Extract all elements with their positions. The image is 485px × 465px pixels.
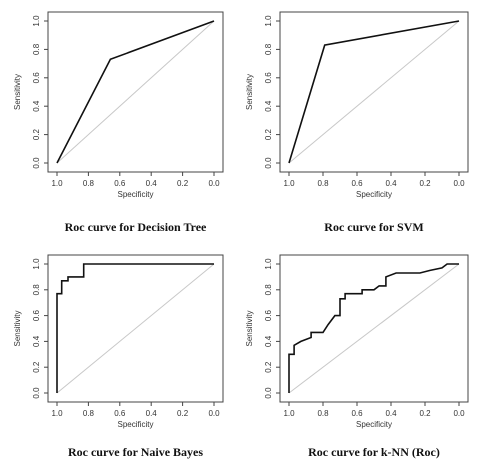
y-tick-label: 0.8: [264, 43, 273, 55]
y-tick-label: 0.6: [32, 309, 41, 321]
x-tick-label: 0.4: [146, 409, 158, 418]
y-tick-label: 0.2: [264, 128, 273, 140]
x-tick-label: 0.6: [114, 409, 126, 418]
reference-diagonal: [56, 20, 215, 164]
y-tick-label: 0.8: [32, 284, 41, 296]
y-axis-label: Sensitivity: [13, 74, 22, 110]
roc-curve-line: [288, 263, 459, 393]
plot-frame: [47, 254, 224, 403]
y-tick-label: 0.6: [32, 72, 41, 84]
y-tick-label: 0.4: [264, 335, 273, 347]
y-tick-label: 1.0: [32, 15, 41, 27]
x-axis-label: Specificity: [117, 420, 153, 429]
plot-frame: [47, 11, 224, 173]
x-axis-label: Specificity: [356, 190, 392, 199]
y-tick-label: 1.0: [32, 258, 41, 270]
y-axis-label: Sensitivity: [13, 310, 22, 346]
x-tick-label: 0.6: [351, 179, 363, 188]
chart-caption: Roc curve for Naive Bayes: [68, 445, 203, 459]
y-tick-label: 0.6: [264, 309, 273, 321]
x-tick-label: 0.6: [351, 409, 363, 418]
x-tick-label: 1.0: [51, 409, 63, 418]
roc-panel-svm: 1.0 0.8 0.6 0.4 0.2 0.0 0.0 0.2 0.4 0.6 0.8 1.0 Spec…: [245, 11, 469, 234]
x-tick-label: 0.6: [114, 179, 126, 188]
x-tick-label: 0.0: [453, 179, 465, 188]
reference-diagonal: [288, 263, 460, 394]
x-tick-label: 0.0: [208, 179, 220, 188]
y-tick-label: 0.2: [32, 361, 41, 373]
x-axis-label: Specificity: [117, 190, 153, 199]
x-tick-label: 0.4: [385, 179, 397, 188]
y-tick-label: 0.2: [264, 361, 273, 373]
y-axis-label: Sensitivity: [245, 74, 254, 110]
x-tick-label: 0.2: [419, 179, 431, 188]
x-tick-label: 0.0: [208, 409, 220, 418]
x-tick-label: 0.4: [385, 409, 397, 418]
y-tick-label: 0.4: [32, 100, 41, 112]
y-tick-label: 0.6: [264, 72, 273, 84]
chart-caption: Roc curve for SVM: [324, 220, 423, 234]
reference-diagonal: [288, 20, 460, 164]
y-tick-label: 0.4: [264, 100, 273, 112]
roc-panel-decision-tree: 1.0 0.8 0.6 0.4 0.2 0.0 0.0 0.2 0.4 0.6 0.8 1.0 Spec…: [13, 11, 224, 234]
roc-curve-line: [56, 20, 215, 164]
y-tick-label: 0.8: [264, 284, 273, 296]
plot-frame: [279, 11, 469, 173]
y-tick-label: 0.8: [32, 43, 41, 55]
roc-panel-knn: 1.0 0.8 0.6 0.4 0.2 0.0 0.0 0.2 0.4 0.6 0.8 1.0 Spec…: [245, 254, 469, 459]
roc-curve-line: [56, 263, 214, 393]
chart-caption: Roc curve for Decision Tree: [65, 220, 207, 234]
x-tick-label: 0.4: [146, 179, 158, 188]
x-tick-label: 0.8: [317, 179, 329, 188]
plot-frame: [279, 254, 469, 403]
roc-curve-line: [288, 20, 460, 164]
y-tick-label: 1.0: [264, 15, 273, 27]
x-tick-label: 0.2: [419, 409, 431, 418]
x-tick-label: 1.0: [51, 179, 63, 188]
y-tick-label: 0.0: [264, 387, 273, 399]
y-tick-label: 0.4: [32, 335, 41, 347]
roc-panel-naive-bayes: 1.0 0.8 0.6 0.4 0.2 0.0 0.0 0.2 0.4 0.6 0.8 1.0 Spec…: [13, 254, 224, 459]
reference-diagonal: [56, 263, 215, 394]
y-tick-label: 0.0: [32, 387, 41, 399]
x-tick-label: 0.8: [317, 409, 329, 418]
x-tick-label: 1.0: [283, 409, 295, 418]
x-tick-label: 0.8: [83, 409, 95, 418]
x-tick-label: 0.8: [83, 179, 95, 188]
x-tick-label: 0.2: [177, 409, 189, 418]
x-tick-label: 1.0: [283, 179, 295, 188]
x-tick-label: 0.2: [177, 179, 189, 188]
x-tick-label: 0.0: [453, 409, 465, 418]
y-tick-label: 1.0: [264, 258, 273, 270]
y-tick-label: 0.0: [32, 157, 41, 169]
chart-caption: Roc curve for k-NN (Roc): [308, 445, 440, 459]
y-tick-label: 0.2: [32, 128, 41, 140]
y-tick-label: 0.0: [264, 157, 273, 169]
y-axis-label: Sensitivity: [245, 310, 254, 346]
x-axis-label: Specificity: [356, 420, 392, 429]
